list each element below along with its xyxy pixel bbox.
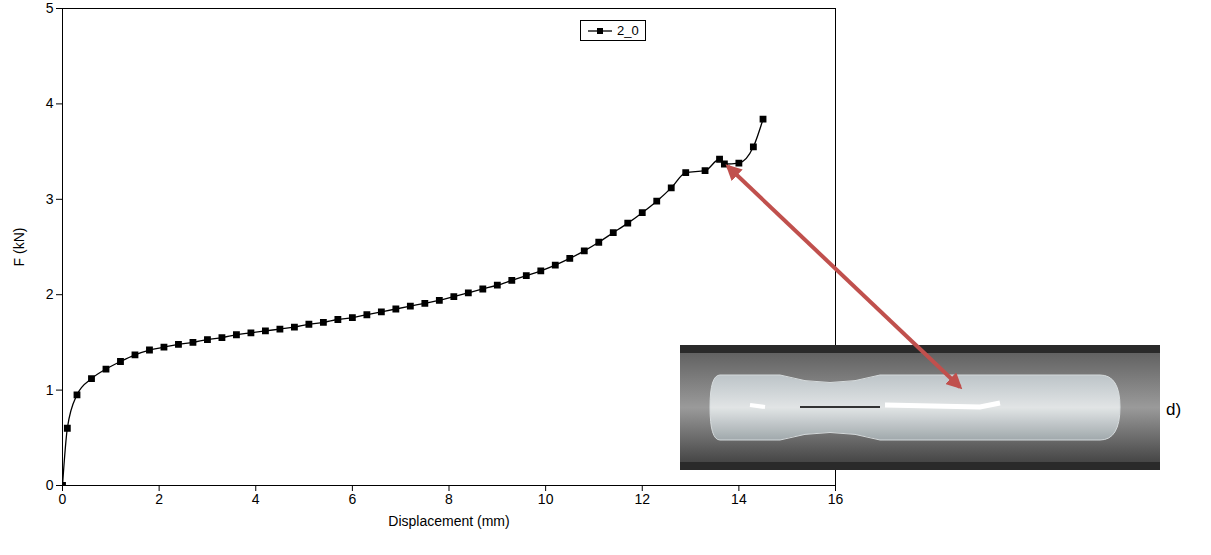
svg-text:2: 2 [46,286,54,302]
svg-text:6: 6 [348,491,356,507]
svg-text:14: 14 [731,491,747,507]
html-text:d): d) [1166,400,1182,419]
svg-text:0: 0 [46,477,54,493]
svg-text:4: 4 [46,95,54,111]
svg-text:8: 8 [445,491,453,507]
svg-text:5: 5 [46,0,54,16]
svg-text:4: 4 [252,491,260,507]
svg-text:12: 12 [634,491,650,507]
svg-text:16: 16 [828,491,844,507]
svg-text:2: 2 [155,491,163,507]
html-text:2_0: 2_0 [617,23,639,38]
svg-text:0: 0 [59,491,67,507]
svg-text:F (kN): F (kN) [11,228,27,267]
svg-text:3: 3 [46,191,54,207]
svg-text:Displacement (mm): Displacement (mm) [388,513,509,529]
svg-text:1: 1 [46,382,54,398]
svg-text:10: 10 [538,491,554,507]
